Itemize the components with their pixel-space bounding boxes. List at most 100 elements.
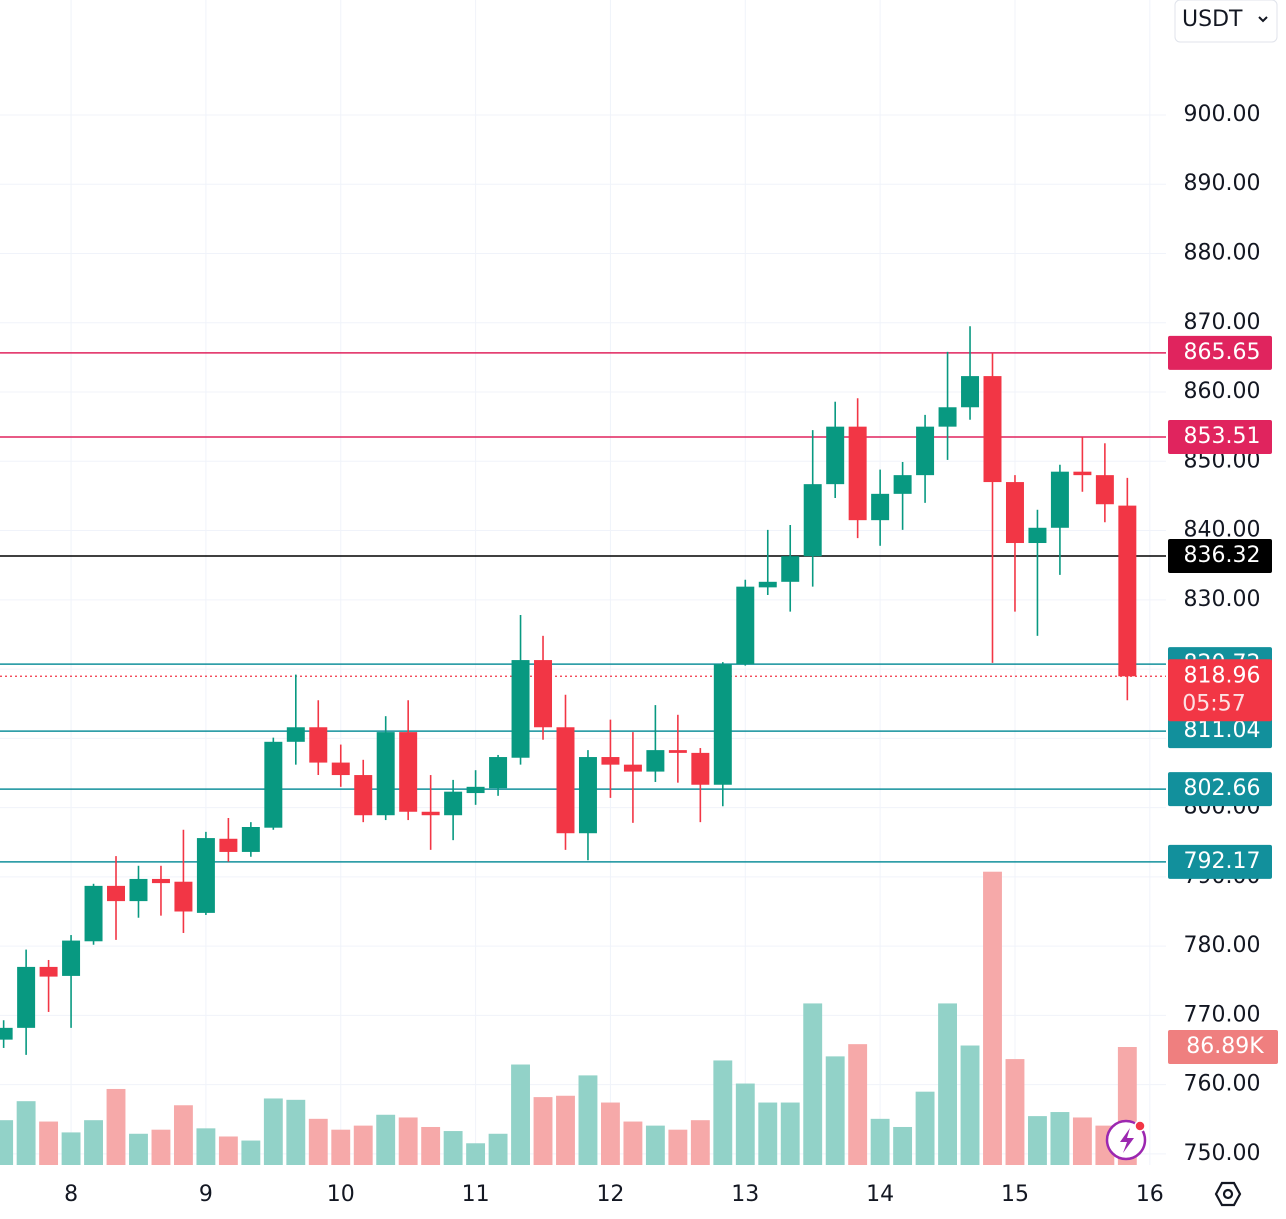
candle-body — [0, 1027, 13, 1040]
volume-label-box — [1168, 1030, 1278, 1065]
candle-body — [466, 786, 485, 794]
volume-bar — [286, 1099, 306, 1165]
price-label: 836.32 — [1184, 543, 1261, 568]
volume-bar — [870, 1118, 890, 1165]
volume-bar — [151, 1129, 171, 1165]
candle-body — [1073, 471, 1092, 476]
volume-bar — [668, 1129, 688, 1165]
x-tick-label: 12 — [596, 1182, 624, 1207]
volume-bar — [39, 1121, 59, 1165]
settings-icon[interactable] — [1214, 1181, 1242, 1207]
x-tick-label: 13 — [731, 1182, 759, 1207]
volume-bar — [61, 1132, 81, 1165]
price-label: 853.51 — [1184, 424, 1261, 449]
current-price-label: 818.96 — [1184, 663, 1261, 688]
volume-bar — [353, 1125, 373, 1165]
volume-bar — [645, 1125, 665, 1165]
x-tick-label: 15 — [1001, 1182, 1029, 1207]
volume-bar — [915, 1091, 935, 1165]
candle-body — [286, 727, 305, 742]
volume-bar — [690, 1120, 710, 1165]
price-label-box — [1168, 335, 1272, 370]
price-label: 792.17 — [1184, 849, 1261, 874]
volume-bar — [16, 1101, 36, 1165]
price-label: 811.04 — [1184, 718, 1261, 743]
candle-body — [241, 826, 260, 852]
y-tick-label: 860.00 — [1184, 379, 1261, 404]
volume-bar — [84, 1120, 103, 1165]
candle-body — [84, 885, 103, 942]
candle-body — [871, 493, 890, 521]
candle-body — [399, 732, 418, 812]
price-label-box — [1168, 714, 1272, 749]
candle-body — [174, 881, 193, 912]
price-lines — [0, 352, 1166, 863]
volume-bar — [780, 1102, 800, 1165]
y-tick-label: 760.00 — [1184, 1072, 1261, 1097]
candle-body — [736, 586, 755, 665]
volume-pane — [0, 871, 1137, 1165]
volume-bar — [241, 1140, 261, 1165]
candle-body — [803, 484, 822, 557]
y-tick-label: 900.00 — [1184, 102, 1261, 127]
volume-bar — [331, 1129, 351, 1165]
volume-bar — [218, 1136, 238, 1165]
candle-body — [916, 426, 935, 476]
candle-body — [511, 660, 530, 758]
candle-body — [354, 775, 373, 816]
currency-selector[interactable]: USDT — [1174, 0, 1278, 43]
candle-body — [151, 878, 170, 884]
candle-body — [196, 838, 215, 913]
candle-body — [444, 791, 463, 816]
volume-bar — [578, 1075, 598, 1165]
candle-body — [691, 752, 710, 785]
volume-bar — [376, 1114, 396, 1165]
volume-bar — [398, 1117, 418, 1165]
candle-body — [264, 741, 283, 828]
volume-bar — [556, 1095, 575, 1165]
volume-bar — [803, 1003, 823, 1165]
candle-body — [1050, 471, 1069, 528]
price-label: 865.65 — [1184, 340, 1261, 365]
candle-body — [1095, 475, 1114, 505]
volume-bar — [466, 1143, 486, 1165]
volume-bar — [1072, 1117, 1092, 1165]
candle-body — [107, 885, 125, 902]
volume-bar — [713, 1060, 733, 1165]
candle-body — [601, 757, 620, 765]
candle-body — [893, 475, 912, 494]
candle-body — [376, 732, 395, 816]
candle-body — [781, 556, 800, 582]
volume-bar — [825, 1056, 845, 1165]
volume-bar — [600, 1102, 620, 1165]
candle-body — [713, 664, 732, 785]
candle-body — [1118, 505, 1137, 677]
candle-body — [578, 757, 597, 834]
candle-body — [668, 750, 687, 753]
lightning-icon[interactable] — [1105, 1119, 1147, 1161]
axes: 750.00760.00770.00780.00790.00800.00810.… — [64, 102, 1260, 1207]
volume-bar — [1028, 1116, 1047, 1165]
volume-bar — [623, 1121, 643, 1165]
y-tick-label: 780.00 — [1184, 933, 1261, 958]
volume-bar — [196, 1128, 216, 1165]
volume-bar — [129, 1133, 148, 1165]
price-label-box — [1168, 844, 1272, 879]
volume-bar — [308, 1118, 328, 1165]
candle-body — [309, 727, 328, 763]
volume-bar — [893, 1126, 913, 1165]
volume-bar — [758, 1102, 778, 1165]
axis-labels: 865.65853.51836.32820.72811.04802.66792.… — [1168, 335, 1278, 1065]
price-label-box — [1168, 772, 1272, 807]
y-tick-label: 880.00 — [1184, 241, 1261, 266]
candle-body — [983, 376, 1002, 483]
candle-body — [758, 581, 777, 588]
candle-body — [62, 940, 81, 976]
candle-body — [421, 811, 440, 816]
candle-body — [17, 966, 36, 1028]
volume-bar — [511, 1064, 530, 1165]
volume-bar — [983, 871, 1002, 1165]
candle-body — [219, 838, 238, 852]
candle-body — [646, 750, 665, 772]
